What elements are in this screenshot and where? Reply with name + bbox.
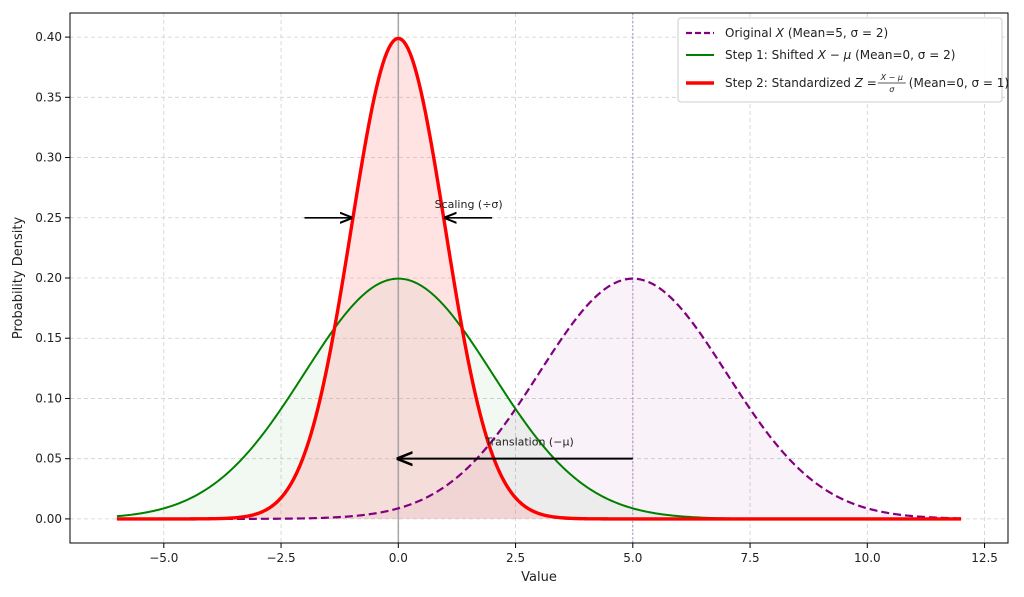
legend-math: Z xyxy=(854,76,864,90)
y-tick-label: 0.10 xyxy=(35,391,62,405)
axis-ticks: −5.0 −2.5 0.0 2.5 5.0 7.5 10.0 12.5 0.00 0.05 0.10… xyxy=(35,30,998,565)
y-tick-label: 0.20 xyxy=(35,271,62,285)
legend-text: Original xyxy=(725,26,776,40)
legend-text: (Mean=0, σ = 1) xyxy=(909,76,1009,90)
series-line-3 xyxy=(116,36,962,521)
y-axis-label: Probability Density xyxy=(11,217,26,340)
legend: Original X (Mean=5, σ = 2) Step 1: Shifte… xyxy=(677,17,1009,103)
y-tick-label: 0.00 xyxy=(35,512,62,526)
x-tick-label: 10.0 xyxy=(854,551,881,565)
x-tick-label: −5.0 xyxy=(149,551,178,565)
annotation-text-2: Scaling (÷σ) xyxy=(435,198,503,211)
legend-text: (Mean=0, σ = 2) xyxy=(851,48,955,62)
y-tick-label: 0.35 xyxy=(35,90,62,104)
legend-text: Step 2: Standardized xyxy=(725,76,855,90)
legend-text: Step 1: Shifted xyxy=(725,48,818,62)
y-tick-label: 0.05 xyxy=(35,452,62,466)
legend-entry-3: Step 2: Standardized Z = xyxy=(725,76,877,90)
legend-fraction-denominator: σ xyxy=(889,85,895,94)
legend-entry-1: Original X (Mean=5, σ = 2) xyxy=(725,26,888,40)
legend-math: = xyxy=(863,76,877,90)
series-fill-3 xyxy=(116,38,962,519)
y-tick-label: 0.15 xyxy=(35,331,62,345)
series-line-1 xyxy=(116,277,962,521)
series-fill-1 xyxy=(116,278,962,519)
legend-box xyxy=(677,17,1003,103)
x-tick-label: 0.0 xyxy=(389,551,408,565)
legend-fraction-numerator: X − μ xyxy=(880,73,903,82)
grid xyxy=(70,13,1008,543)
x-tick-label: 12.5 xyxy=(971,551,998,565)
series-lines xyxy=(116,36,962,521)
legend-math: X − μ xyxy=(817,48,852,62)
legend-text: (Mean=5, σ = 2) xyxy=(784,26,888,40)
x-tick-label: 7.5 xyxy=(741,551,760,565)
x-tick-label: 5.0 xyxy=(623,551,642,565)
x-axis-label: Value xyxy=(521,570,557,585)
y-tick-label: 0.30 xyxy=(35,151,62,165)
annotations: Translation (−μ) Scaling (÷σ) xyxy=(304,198,633,459)
legend-entry-2: Step 1: Shifted X − μ (Mean=0, σ = 2) xyxy=(725,48,955,62)
y-tick-label: 0.40 xyxy=(35,30,62,44)
x-tick-label: −2.5 xyxy=(266,551,295,565)
annotation-text-1: Translation (−μ) xyxy=(485,435,574,448)
x-tick-label: 2.5 xyxy=(506,551,525,565)
y-tick-label: 0.25 xyxy=(35,211,62,225)
legend-math: X xyxy=(775,26,785,40)
